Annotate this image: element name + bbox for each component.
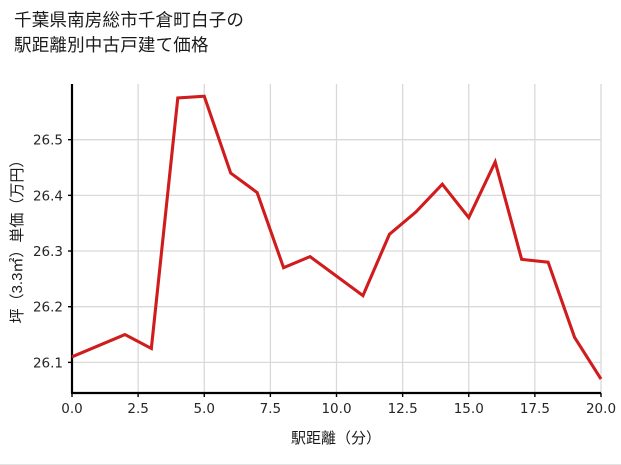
y-tick-label: 26.4: [33, 188, 63, 204]
x-tick-label: 10.0: [321, 401, 351, 417]
y-tick-label: 26.1: [33, 355, 63, 371]
x-tick-label: 20.0: [586, 401, 616, 417]
x-tick-label: 5.0: [194, 401, 215, 417]
price-line-series: [71, 94, 603, 380]
y-axis-ticks: 26.1 26.2 26.3 26.4 26.5: [33, 133, 72, 371]
x-tick-label: 0.0: [61, 401, 82, 417]
x-tick-label: 17.5: [520, 401, 550, 417]
x-tick-label: 12.5: [388, 401, 418, 417]
x-tick-label: 7.5: [260, 401, 281, 417]
y-tick-label: 26.5: [33, 133, 63, 149]
y-tick-label: 26.2: [33, 300, 63, 316]
x-axis-ticks: 0.0 2.5 5.0 7.5 10.0 12.5 15.0 17.5 20.0: [61, 393, 616, 417]
x-tick-label: 2.5: [127, 401, 148, 417]
x-tick-label: 15.0: [454, 401, 484, 417]
page-title: 千葉県南房総市千倉町白子の 駅距離別中古戸建て価格: [14, 10, 245, 55]
y-axis-label: 坪（3.3㎡）単価（万円）: [9, 153, 26, 324]
y-tick-label: 26.3: [33, 244, 63, 260]
x-axis-label: 駅距離（分）: [291, 429, 381, 447]
